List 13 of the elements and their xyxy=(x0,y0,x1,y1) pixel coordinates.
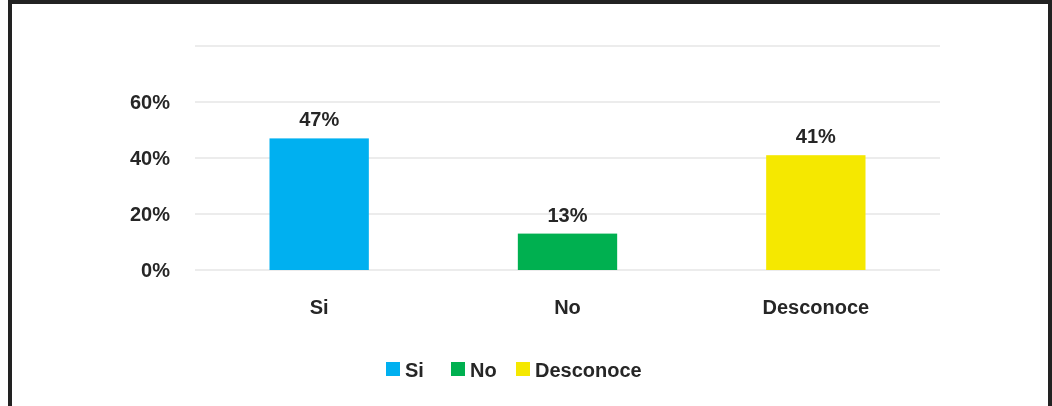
x-tick-label: No xyxy=(554,296,581,318)
data-label: 47% xyxy=(299,108,340,131)
legend-label: No xyxy=(470,359,497,381)
data-label: 41% xyxy=(795,125,837,148)
data-label: 13% xyxy=(547,203,588,226)
x-tick-label: Si xyxy=(309,296,329,318)
legend-label: Desconoce xyxy=(535,359,642,381)
y-tick-label: 60% xyxy=(129,91,171,113)
legend-label: Si xyxy=(405,359,424,381)
x-tick-label: Desconoce xyxy=(762,296,870,318)
y-tick-label: 0% xyxy=(141,259,171,281)
y-tick-label: 20% xyxy=(129,203,171,225)
y-tick-label: 40% xyxy=(129,147,171,169)
